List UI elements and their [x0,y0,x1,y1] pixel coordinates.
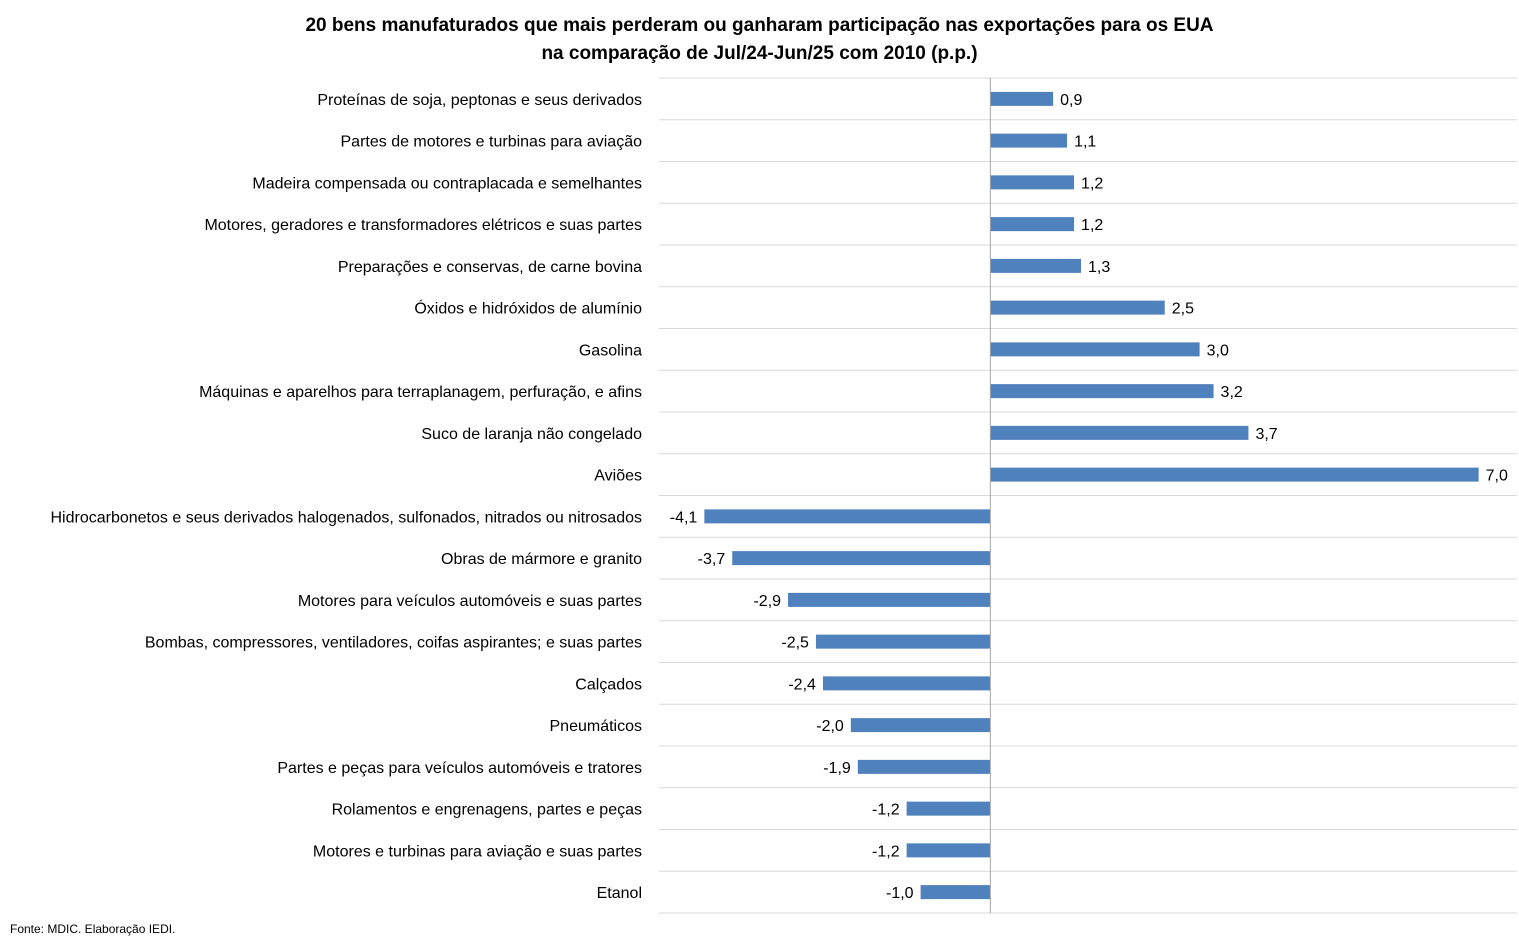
category-label: Rolamentos e engrenagens, partes e peças [332,802,642,819]
data-label: -1,2 [872,802,900,819]
data-label: 3,7 [1255,426,1277,443]
data-label: -1,0 [886,885,914,902]
data-label: -2,0 [816,718,844,735]
bar [990,300,1165,315]
data-label: 1,1 [1074,134,1096,151]
data-label: 0,9 [1060,92,1082,109]
bar [990,342,1200,357]
category-label: Motores, geradores e transformadores elé… [204,217,642,234]
category-label: Etanol [597,885,642,902]
bar [920,885,991,900]
category-label: Motores e turbinas para aviação e suas p… [313,843,642,860]
bar [990,91,1054,106]
data-label: -1,9 [823,760,851,777]
bar [704,509,991,524]
data-label: -3,7 [698,551,726,568]
data-label: 3,2 [1221,384,1243,401]
bar [990,384,1214,399]
bar [990,217,1075,232]
category-label: Bombas, compressores, ventiladores, coif… [145,635,642,652]
source-note: Fonte: MDIC. Elaboração IEDI. [10,922,176,936]
category-label: Aviões [594,468,642,485]
data-label: 1,3 [1088,259,1110,276]
category-label: Máquinas e aparelhos para terraplanagem,… [199,384,642,401]
category-label: Madeira compensada ou contraplacada e se… [252,175,642,192]
category-label: Óxidos e hidróxidos de alumínio [414,299,642,318]
data-label: 3,0 [1207,342,1229,359]
category-label: Obras de mármore e granito [441,551,642,568]
data-label: -2,5 [781,635,809,652]
data-label: -2,4 [788,676,816,693]
bar [822,676,991,691]
category-label: Gasolina [579,342,642,359]
data-label: -4,1 [670,509,698,526]
category-label: Proteínas de soja, peptonas e seus deriv… [317,92,642,109]
bar [850,718,991,733]
data-label: 2,5 [1172,301,1194,318]
chart-title: 20 bens manufaturados que mais perderam … [0,12,1519,68]
data-label: 7,0 [1486,468,1508,485]
bar [990,467,1479,482]
bar [857,759,991,774]
category-label: Partes e peças para veículos automóveis … [277,760,642,777]
chart-title-line-2: na comparação de Jul/24-Jun/25 com 2010 … [541,43,978,64]
category-label: Motores para veículos automóveis e suas … [298,593,642,610]
bar [906,801,991,816]
bar [990,175,1075,190]
bar [990,258,1082,273]
bar [815,634,991,649]
chart-title-line-1: 20 bens manufaturados que mais perderam … [305,15,1214,36]
category-label: Suco de laranja não congelado [421,426,642,443]
data-label: -1,2 [872,843,900,860]
bar [788,592,991,607]
bar [990,133,1068,148]
category-label: Preparações e conservas, de carne bovina [338,259,642,276]
bar [906,843,991,858]
category-label: Calçados [575,676,642,693]
category-label: Hidrocarbonetos e seus derivados halogen… [51,509,643,526]
data-label: 1,2 [1081,175,1103,192]
bar [732,551,991,566]
bar [990,425,1249,440]
category-label: Pneumáticos [550,718,643,735]
data-label: 1,2 [1081,217,1103,234]
category-label: Partes de motores e turbinas para aviaçã… [341,134,643,151]
data-label: -2,9 [753,593,781,610]
